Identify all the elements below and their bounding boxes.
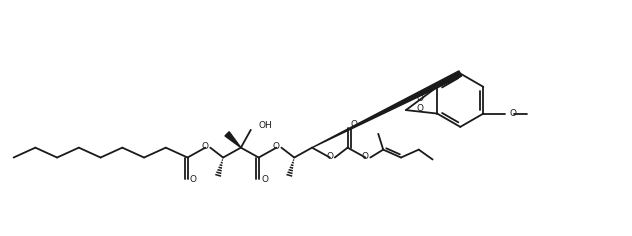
Text: O: O bbox=[350, 120, 357, 129]
Text: O: O bbox=[509, 109, 516, 118]
Text: O: O bbox=[273, 142, 280, 151]
Text: O: O bbox=[202, 142, 209, 151]
Text: O: O bbox=[416, 104, 423, 113]
Text: O: O bbox=[416, 94, 423, 103]
Polygon shape bbox=[312, 71, 461, 148]
Text: O: O bbox=[261, 175, 268, 184]
Text: OH: OH bbox=[258, 121, 272, 131]
Text: O: O bbox=[190, 175, 197, 184]
Text: O: O bbox=[326, 152, 333, 161]
Text: O: O bbox=[362, 152, 369, 161]
Polygon shape bbox=[225, 132, 241, 148]
